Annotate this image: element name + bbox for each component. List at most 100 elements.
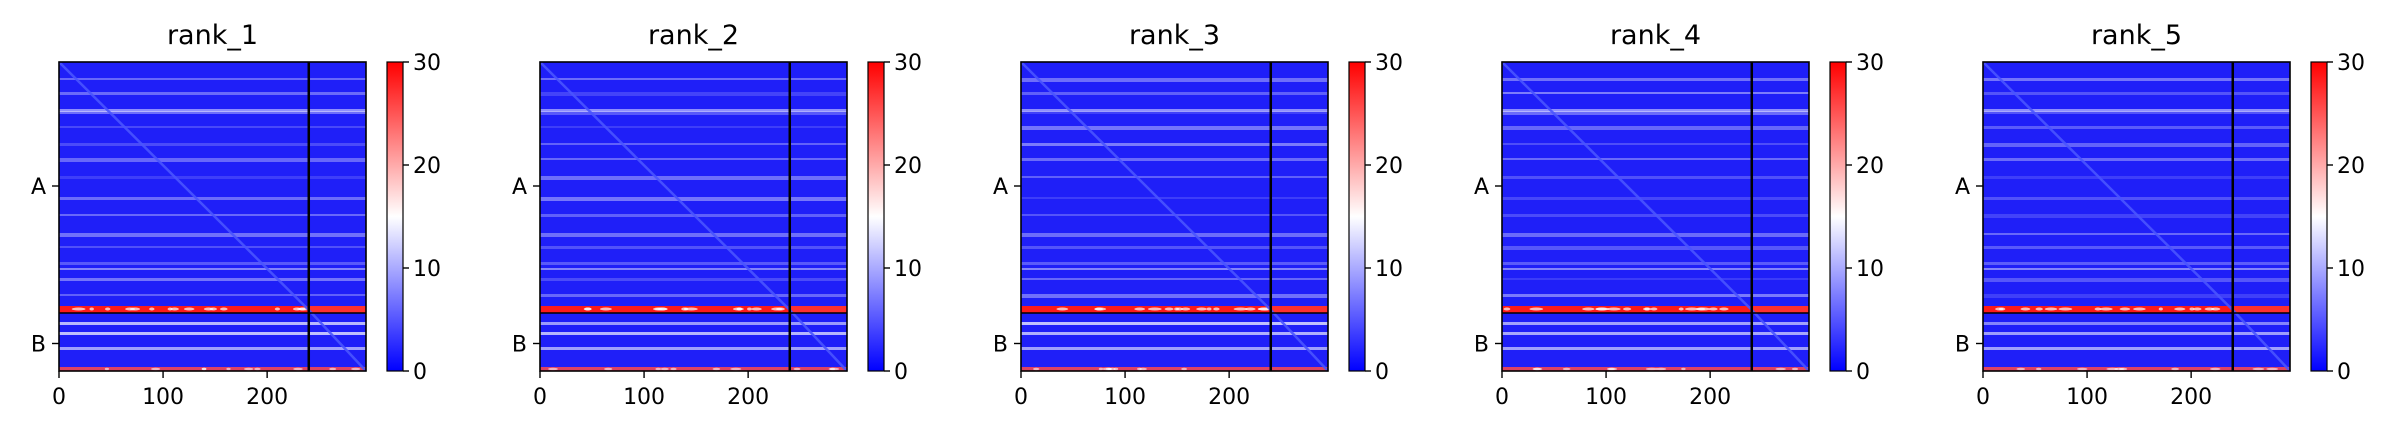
heatmap-streak xyxy=(1983,294,2290,298)
x-tick-label: 0 xyxy=(533,385,547,410)
axes-frame xyxy=(1501,61,1810,372)
interchain-speckle xyxy=(683,307,689,311)
interchain-speckle xyxy=(201,367,207,371)
heatmap-streak xyxy=(1021,109,1328,112)
axes-frame xyxy=(1020,61,1329,372)
axes-frame xyxy=(58,61,367,372)
interchain-band xyxy=(1021,306,1271,313)
diagonal-line xyxy=(1750,309,1810,372)
heatmap-streak xyxy=(1021,278,1328,280)
heatmap-panel-1: rank_1 0 100 200 A B 0 10 20 30 xyxy=(31,20,441,410)
heatmap-streak xyxy=(59,78,366,80)
interchain-speckle xyxy=(1098,367,1103,371)
heatmap-streak xyxy=(1021,322,1328,325)
heatmap-streak xyxy=(1021,332,1328,335)
heatmap-streak xyxy=(1502,332,1809,335)
heatmap-streak xyxy=(1502,347,1809,350)
heatmap-streak xyxy=(1502,176,1809,179)
interchain-speckle xyxy=(1791,367,1799,371)
interchain-speckle xyxy=(1645,367,1658,371)
interchain-speckle xyxy=(274,307,280,311)
heatmap-streak xyxy=(1502,233,1809,237)
heatmap-streak xyxy=(1983,143,2290,147)
heatmap-streak xyxy=(1502,246,1809,250)
interchain-band xyxy=(308,306,366,313)
colorbar-tick-label: 20 xyxy=(894,154,922,179)
colorbar-tick-label: 0 xyxy=(2337,360,2351,385)
heatmap-streak xyxy=(1021,294,1328,298)
interchain-speckle xyxy=(829,367,836,371)
interchain-speckle xyxy=(1245,307,1256,311)
panel-title: rank_4 xyxy=(1610,20,1701,51)
interchain-speckle xyxy=(1623,307,1632,311)
diagonal-line xyxy=(788,309,848,372)
interchain-speckle xyxy=(1995,307,2004,311)
interchain-speckle xyxy=(89,307,94,311)
interchain-speckle xyxy=(2016,367,2026,371)
y-tick-label: B xyxy=(1474,333,1489,358)
interchain-speckle xyxy=(1134,307,1146,311)
colorbar-tick-label: 20 xyxy=(2337,154,2365,179)
y-tick-label: A xyxy=(993,175,1008,200)
panel-title: rank_5 xyxy=(2091,20,2182,51)
colorbar-tick-label: 10 xyxy=(2337,257,2365,282)
heatmap-streak xyxy=(1021,143,1328,146)
colorbar xyxy=(2310,61,2328,372)
heatmap-streak xyxy=(540,322,847,325)
interchain-speckle xyxy=(2020,307,2031,311)
interchain-speckle xyxy=(1196,307,1207,311)
interchain-speckle xyxy=(1105,367,1111,371)
y-tick-label: A xyxy=(512,175,527,200)
heatmap-streak xyxy=(1983,78,2290,81)
heatmap-streak xyxy=(540,126,847,128)
x-tick-label: 200 xyxy=(2170,385,2212,410)
interchain-speckle xyxy=(1175,307,1183,311)
diagonal-line xyxy=(307,309,367,372)
interchain-speckle xyxy=(747,307,752,311)
colorbar-tick-label: 20 xyxy=(413,154,441,179)
interchain-speckle xyxy=(1644,307,1650,311)
heatmap-streak xyxy=(1021,92,1328,95)
heatmap-streak xyxy=(1983,262,2290,265)
colorbar-tick-label: 30 xyxy=(1375,51,1403,76)
heatmap-streak xyxy=(1502,126,1809,130)
colorbar-tick-label: 10 xyxy=(1856,257,1884,282)
interchain-speckle xyxy=(2193,307,2202,311)
interchain-speckle xyxy=(1206,307,1212,311)
heatmap-streak xyxy=(1983,158,2290,161)
colorbar-tick-label: 10 xyxy=(894,257,922,282)
heatmap-streak xyxy=(1502,197,1809,200)
interchain-speckle xyxy=(771,307,783,311)
heatmap-streak xyxy=(1021,176,1328,178)
interchain-speckle xyxy=(2204,307,2215,311)
heatmap-streak xyxy=(1021,126,1328,130)
heatmap-streak xyxy=(1021,262,1328,265)
heatmap-streak xyxy=(540,176,847,180)
diagonal-line xyxy=(1269,309,1329,372)
interchain-speckle xyxy=(1503,307,1511,311)
heatmap-panel-3: rank_3 0 100 200 A B 0 10 20 30 xyxy=(993,20,1403,410)
interchain-speckle xyxy=(1094,307,1107,311)
diagonal-line xyxy=(1982,61,2234,311)
interchain-speckle xyxy=(1595,307,1610,311)
interchain-speckle xyxy=(1164,307,1174,311)
interchain-speckle xyxy=(1181,307,1191,311)
heatmap-streak xyxy=(1983,268,2290,270)
interchain-speckle xyxy=(203,307,214,311)
colorbar-tick-label: 0 xyxy=(1856,360,1870,385)
interchain-speckle xyxy=(1147,307,1162,311)
interchain-speckle xyxy=(71,307,86,311)
y-tick-label: B xyxy=(993,333,1008,358)
y-tick-label: A xyxy=(1955,175,1970,200)
heatmap-streak xyxy=(1502,294,1809,297)
interchain-speckle xyxy=(2158,307,2163,311)
heatmap-streak xyxy=(540,109,847,112)
interchain-speckle xyxy=(2210,367,2221,371)
interchain-speckle xyxy=(1562,367,1571,371)
heatmap-streak xyxy=(540,262,847,265)
heatmap-streak xyxy=(1502,158,1809,160)
x-tick-label: 100 xyxy=(142,385,184,410)
diagonal-line xyxy=(58,61,310,311)
x-tick-label: 100 xyxy=(623,385,665,410)
